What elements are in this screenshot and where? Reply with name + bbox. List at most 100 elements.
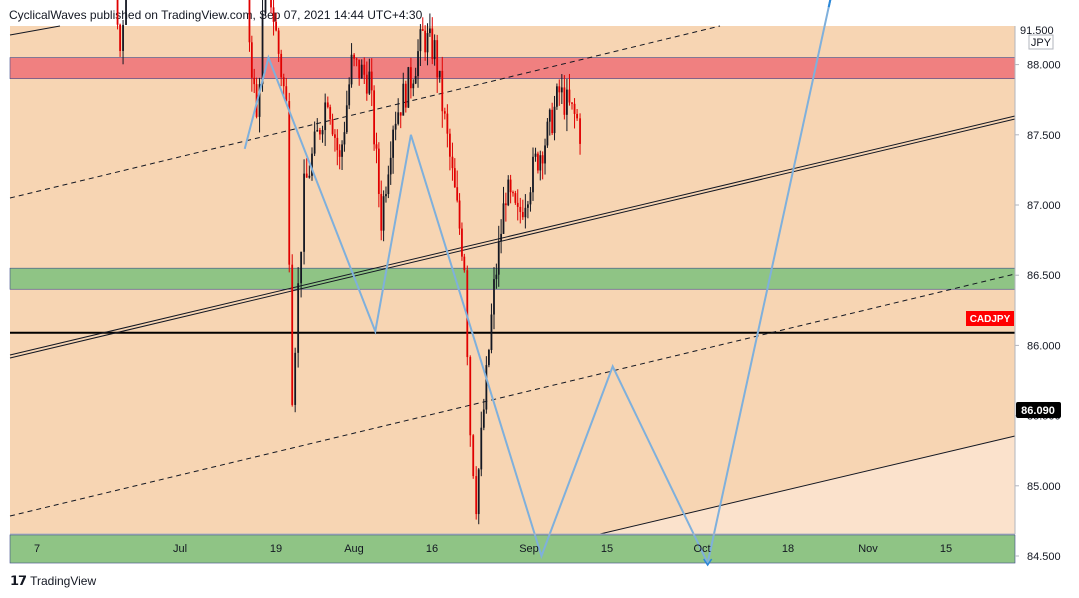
candle-body [521, 212, 524, 218]
candle-body [316, 129, 319, 132]
time-tick-label-2: 19 [270, 543, 282, 555]
time-tick-label-4: 16 [426, 543, 438, 555]
candle-body [277, 30, 280, 54]
price-tick-label-7: 87.500 [1027, 130, 1061, 142]
price-badge-label: 86.090 [1021, 405, 1055, 417]
candle-body [451, 156, 454, 169]
candle-body [363, 64, 366, 75]
publisher-header: CyclicalWaves published on TradingView.c… [9, 8, 423, 22]
candle-body [436, 40, 439, 78]
candle-body [563, 87, 566, 115]
candle-body [497, 241, 500, 275]
projection-low-arrowhead [703, 558, 713, 567]
candle-body [426, 33, 429, 53]
candle-body [399, 112, 402, 116]
candle-body [446, 113, 449, 134]
candle-body [368, 71, 371, 94]
candle-body [463, 256, 466, 271]
candle-body [355, 58, 358, 60]
candle-body [472, 435, 475, 477]
candle-body [524, 207, 527, 218]
candle-body [502, 203, 505, 234]
time-tick-label-0: 7 [34, 543, 40, 555]
candle-body [280, 53, 283, 78]
candle-body [345, 105, 348, 133]
candle-body [417, 51, 419, 77]
candle-body [558, 86, 561, 93]
projection-zigzag [243, 54, 709, 564]
projection-up-line [706, 0, 832, 564]
candle-body [419, 29, 422, 52]
candle-body [509, 179, 512, 193]
tradingview-logo-icon: 𝟭𝟳 [10, 573, 27, 588]
candle-body [579, 118, 581, 144]
badges: CADJPY 86.090 [966, 311, 1061, 418]
footer-brand: TradingView [30, 574, 97, 588]
candle-body [428, 28, 431, 34]
candle-body [353, 54, 355, 59]
candle-body [469, 357, 472, 436]
candle-body [421, 29, 424, 31]
candle-body [560, 87, 563, 93]
candle-body [504, 203, 507, 206]
candle-body [313, 131, 316, 154]
candle-body [449, 133, 451, 157]
candle-body [392, 129, 394, 158]
axes: 91.00090.50090.00089.50089.00088.50088.0… [10, 0, 1061, 563]
candle-body [326, 102, 329, 108]
trendline-5 [599, 435, 1016, 535]
candle-body [453, 168, 456, 188]
price-tick-label-10: 86.000 [1027, 340, 1061, 352]
candle-body [397, 112, 400, 124]
candle-body [532, 156, 534, 193]
candle-body [370, 71, 373, 91]
candle-body [365, 74, 368, 94]
candle-body [441, 70, 444, 112]
candle-body [248, 0, 251, 43]
price-tick-label-8: 87.000 [1027, 200, 1061, 212]
candle-body [493, 279, 495, 315]
candle-body [566, 89, 568, 115]
candle-body [303, 173, 305, 252]
symbol-badge-label: CADJPY [970, 314, 1011, 325]
candle-body [512, 192, 514, 194]
candle-body [529, 192, 532, 205]
candle-body [477, 469, 480, 515]
candle-body [571, 102, 573, 104]
top-cut-tick: 91.500 [1020, 25, 1054, 37]
candle-body [324, 102, 327, 131]
time-tick-label-9: Nov [858, 543, 878, 555]
price-tick-label-5: 88.500 [1027, 0, 1061, 1]
time-tick-label-5: Sep [519, 543, 539, 555]
candle-body [424, 30, 427, 53]
candle-body [495, 274, 498, 280]
candle-body [539, 155, 542, 171]
support-zone-1 [9, 267, 1016, 290]
projection-path [243, 0, 832, 567]
candle-body [431, 28, 434, 60]
channel-lines [9, 25, 1016, 535]
currency-box [1028, 34, 1054, 50]
price-tick-label-9: 86.500 [1027, 270, 1061, 282]
candle-body [297, 283, 300, 353]
candle-body [438, 70, 441, 78]
candle-body [270, 0, 272, 8]
price-badge [1016, 402, 1061, 418]
candle-body [534, 153, 537, 157]
projection-arrow-line [827, 0, 832, 8]
candle-body [288, 101, 291, 265]
candle-body [321, 130, 324, 135]
time-axis-ticks: 7 Jul 19 Aug 16 Sep 15 Oct 18 Nov 15 [34, 543, 952, 555]
time-tick-label-10: 15 [940, 543, 952, 555]
candle-body [329, 107, 332, 120]
candle-body [568, 89, 571, 103]
candle-body [482, 409, 485, 428]
candle-body [414, 76, 417, 84]
candle-body [122, 24, 124, 51]
candle-body [458, 200, 461, 229]
candle-body [541, 155, 544, 164]
symbol-badge [966, 311, 1014, 326]
price-tick-label-6: 88.000 [1027, 60, 1061, 72]
candle-body [125, 0, 127, 25]
